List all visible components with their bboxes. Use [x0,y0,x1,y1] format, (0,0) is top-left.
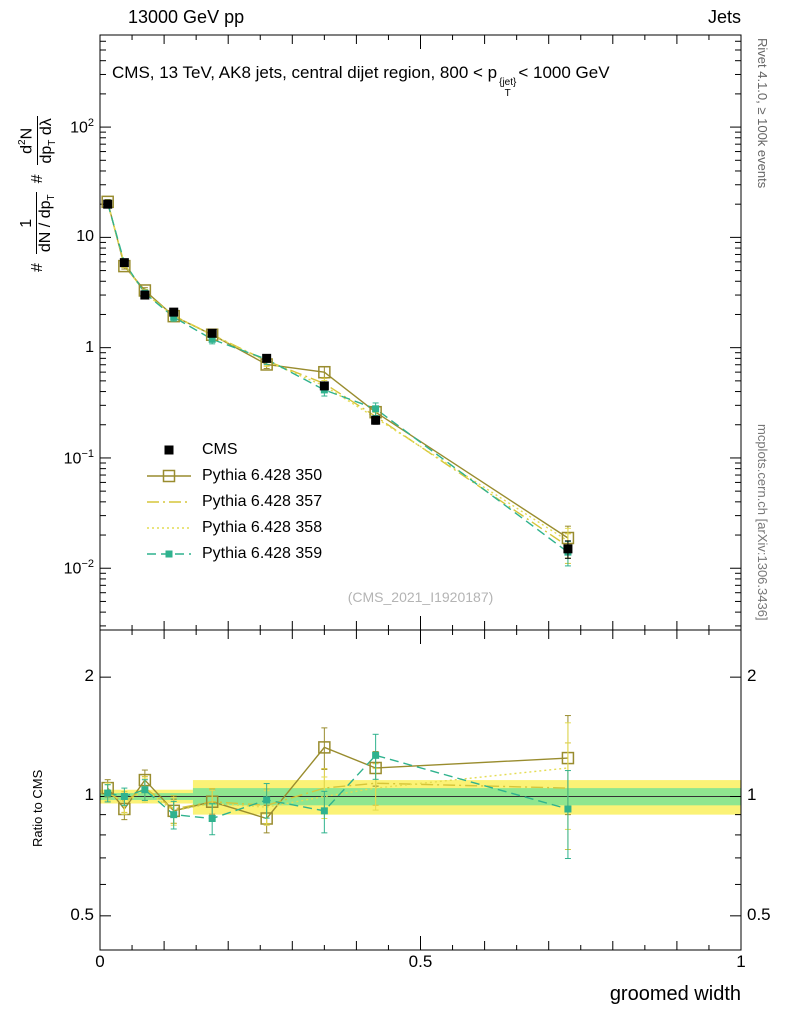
y-axis-label-hash-1: # [28,263,46,272]
process-label: Jets [707,7,741,27]
ratio-tick-label-left: 2 [84,666,94,686]
legend-label: Pythia 6.428 358 [202,519,323,536]
y-axis-tick-label: 10−1 [63,447,94,468]
beam-energy-label: 13000 GeV pp [128,7,245,27]
legend: CMS Pythia 6.428 350 Pythia 6.428 357 Pythi… [146,437,322,567]
mcplots-credit-label: mcplots.cern.ch [arXiv:1306.3436] [755,424,770,621]
y-axis-tick-label: 10 [76,228,94,246]
rivet-version-label: Rivet 4.1.0, ≥ 100k events [755,38,770,189]
ratio-uncertainty-bands [100,780,741,815]
y-axis-tick-label: 1 [85,338,94,356]
ratio-tick-label-right: 1 [747,785,757,805]
legend-marker-icon [147,527,191,529]
y-axis-label-hash-2: # [28,174,46,184]
series-points-cms [103,199,573,559]
legend-label: Pythia 6.428 359 [202,545,323,562]
x-axis-tick-label: 0 [95,952,105,971]
plot-title: CMS, 13 TeV, AK8 jets, central dijet reg… [112,63,610,99]
frac1-den-sub: T [46,194,58,201]
frac1-numerator: 1 [17,218,35,228]
legend-label: Pythia 6.428 350 [202,467,323,484]
legend-entry: Pythia 6.428 358 [146,515,322,541]
frac2-num-text2: N [18,127,36,140]
legend-label: Pythia 6.428 357 [202,493,323,510]
ratio-tick-label-right: 2 [747,666,757,686]
axis-ticks [99,35,742,950]
legend-label: CMS [202,441,238,458]
legend-entry: Pythia 6.428 357 [146,489,322,515]
frac2-den-text: dp [37,145,55,164]
legend-entry: CMS [146,437,322,463]
legend-marker-icon [147,550,191,558]
ratio-y-axis-label: Ratio to CMS [30,769,45,847]
analysis-id-watermark: (CMS_2021_I1920187) [347,589,494,605]
y-axis-tick-label: 10−2 [63,558,94,578]
frac2-num-text: d [18,144,36,154]
ratio-tick-label-right: 0.5 [747,904,771,924]
legend-entry: Pythia 6.428 350 [146,463,322,489]
x-axis-tick-label: 1 [736,952,746,971]
x-axis-tick-label: 0.5 [408,952,433,971]
pt-jet-sup: {jet} [499,77,517,88]
frac2-num-sup: 2 [17,139,28,145]
pt-jet-sub: T [504,88,511,99]
plot-title-text: CMS, 13 TeV, AK8 jets, central dijet reg… [112,63,498,82]
frac2-den-sub: T [46,139,58,146]
frac2-numerator: d2N [17,126,37,156]
x-axis-label: groomed width [609,983,741,1005]
legend-entry: Pythia 6.428 359 [146,541,322,567]
y-axis-tick-label: 102 [70,117,94,137]
legend-marker-icon [147,469,191,483]
ratio-tick-label-left: 1 [84,785,94,805]
y-axis-label: # 1 dN / dpT # d2N dpT dλ [17,116,59,272]
pt-jet-symbol: {jet} T [499,77,516,99]
legend-marker-icon [164,445,174,455]
ratio-tick-label-left: 0.5 [70,904,94,924]
plot-title-text-end: < 1000 GeV [518,63,610,82]
legend-marker-icon [147,501,191,503]
